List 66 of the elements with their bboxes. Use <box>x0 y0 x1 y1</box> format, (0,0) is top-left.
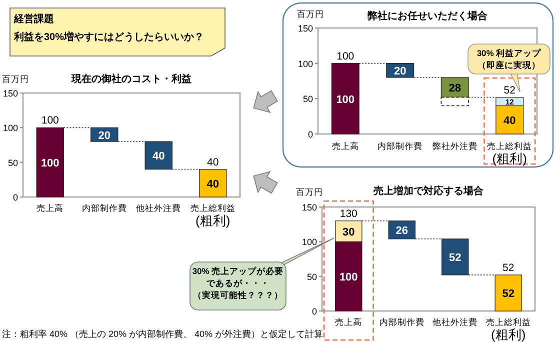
y-tick-label: 100 <box>298 58 313 69</box>
y-axis-title: 百万円 <box>297 9 324 19</box>
text: （実現可能性？？？） <box>193 290 283 300</box>
x-tick-label: 他社外注費 <box>432 317 478 327</box>
data-label: 20 <box>394 66 406 78</box>
bar <box>494 274 522 312</box>
y-tick-label: 50 <box>8 158 18 168</box>
data-label: 28 <box>448 82 461 95</box>
x-tick-label: 売上総利益 <box>486 317 531 327</box>
chart-title: 現在の御社のコスト・利益 <box>70 73 192 85</box>
y-tick-label: 100 <box>2 123 18 134</box>
x-tick-label: 他社外注費 <box>136 203 182 213</box>
data-label: 52 <box>449 252 462 264</box>
y-axis-title: 百万円 <box>2 74 29 84</box>
data-label: 30 <box>342 226 355 238</box>
y-tick-label: 50 <box>306 272 317 282</box>
x-tick-label: 売上総利益 <box>190 203 236 213</box>
text: 30% 売上アップが必要 <box>192 266 284 276</box>
text: であるが・・・ <box>206 278 270 288</box>
bar <box>36 127 64 198</box>
text: (粗利) <box>492 151 527 166</box>
total-label: 100 <box>41 114 60 127</box>
y-tick-label: 150 <box>298 24 313 34</box>
annotation: 30% 利益アップ <box>476 48 542 58</box>
x-tick-label: 売上高 <box>36 203 64 213</box>
text: 注：粗利率 40% （売上の 20% が内部制作費、 40% が外注費）と仮定して計算 <box>2 329 324 339</box>
data-label: 40 <box>206 178 219 190</box>
data-label: 26 <box>396 225 408 238</box>
y-tick-label: 0 <box>12 192 18 202</box>
y-tick-label: 50 <box>302 94 313 104</box>
x-tick-label: 弊社外注費 <box>432 141 478 151</box>
data-label: 100 <box>40 158 60 170</box>
chart-title: 弊社にお任せいただく場合 <box>368 10 488 22</box>
x-tick-label: 売上総利益 <box>487 141 532 151</box>
x-tick-label: 売上高 <box>335 317 362 327</box>
y-tick-label: 150 <box>2 88 18 98</box>
x-tick-label: 内部制作費 <box>378 141 423 151</box>
data-label: 100 <box>336 94 355 106</box>
data-label: 20 <box>98 130 110 142</box>
bar <box>199 168 227 198</box>
bar <box>331 63 360 134</box>
text: (粗利) <box>491 327 526 342</box>
text: 経営課題 <box>13 13 54 25</box>
chart-title: 売上増加で対応する場合 <box>374 185 484 197</box>
annotation: （即座に実現） <box>478 60 540 70</box>
text: (粗利) <box>196 213 230 228</box>
y-tick-label: 150 <box>302 202 317 212</box>
total-label: 100 <box>336 50 354 62</box>
data-label: 40 <box>504 115 516 128</box>
x-tick-label: 売上高 <box>332 141 359 151</box>
y-tick-label: 100 <box>302 237 317 248</box>
total-label: 40 <box>207 156 219 168</box>
total-label: 52 <box>504 84 516 96</box>
total-label: 52 <box>502 262 514 274</box>
y-axis-title: 百万円 <box>296 187 323 197</box>
text: 利益を30%増やすにはどうしたらいいか？ <box>13 31 204 43</box>
y-tick-label: 0 <box>312 306 317 316</box>
data-label: 52 <box>502 288 514 300</box>
data-label: 100 <box>339 272 358 284</box>
x-tick-label: 内部制作費 <box>82 203 127 213</box>
data-label: 40 <box>152 150 165 163</box>
total-label: 130 <box>340 208 358 220</box>
x-tick-label: 内部制作費 <box>379 317 424 327</box>
bar <box>442 238 469 276</box>
bar <box>144 141 172 170</box>
y-tick-label: 0 <box>308 130 313 140</box>
